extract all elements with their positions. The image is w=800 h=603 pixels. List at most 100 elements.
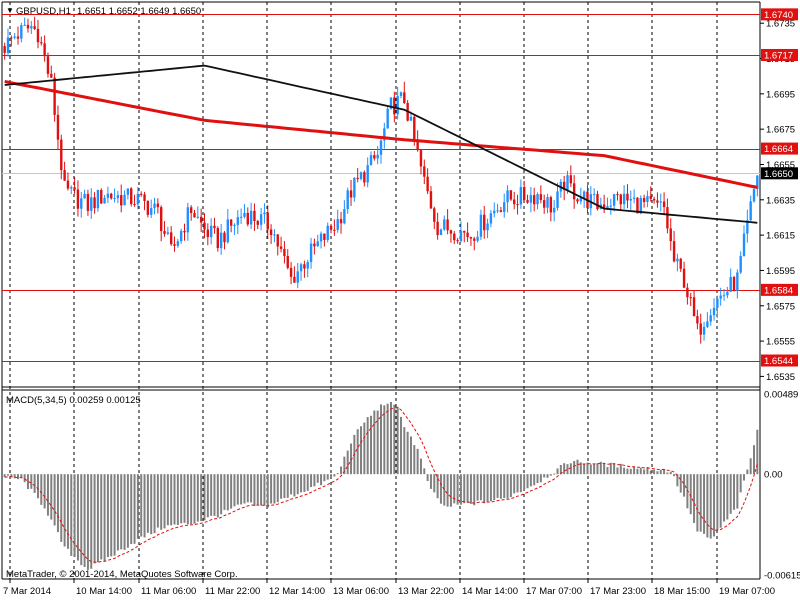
time-tick-label: 13 Mar 06:00	[333, 586, 389, 597]
macd-bar	[146, 474, 149, 533]
candle-body	[513, 199, 516, 205]
macd-bar	[170, 474, 173, 526]
candle-body	[6, 37, 10, 53]
candle-body	[396, 95, 399, 115]
macd-bar	[283, 474, 286, 499]
candle-body	[226, 219, 230, 243]
candle-body	[293, 276, 296, 283]
macd-bar	[13, 474, 16, 479]
candle-body	[692, 297, 696, 317]
candle-body	[269, 229, 273, 236]
candle-body	[639, 198, 642, 214]
price-tick-label: 1.6555	[766, 337, 795, 348]
candle-body	[106, 193, 110, 198]
candle-body	[509, 190, 513, 200]
macd-bar	[573, 461, 576, 475]
macd-bar	[226, 474, 229, 511]
macd-bar	[543, 474, 546, 478]
macd-bar	[493, 474, 496, 501]
price-tick-label: 1.6655	[766, 160, 795, 171]
macd-bar	[556, 468, 559, 475]
candle-body	[23, 24, 26, 26]
macd-bar	[173, 474, 176, 525]
candle-body	[609, 205, 612, 207]
candle-body	[46, 56, 50, 74]
macd-bar	[46, 474, 49, 516]
macd-bar	[326, 474, 329, 480]
candle-body	[556, 191, 559, 208]
candle-body	[50, 73, 53, 78]
candle-body	[709, 315, 712, 322]
candle-body	[383, 128, 386, 141]
candle-body	[752, 189, 756, 202]
symbol-dropdown-icon[interactable]: ▼	[6, 6, 14, 15]
candle-body	[199, 216, 203, 223]
candle-body	[453, 233, 456, 241]
macd-bar	[246, 474, 249, 503]
macd-bar	[719, 474, 722, 528]
macd-bar	[233, 474, 236, 507]
macd-bar	[396, 406, 399, 475]
macd-bar	[93, 474, 96, 564]
macd-bar	[399, 416, 402, 475]
candle-body	[606, 206, 609, 209]
macd-bar	[303, 474, 306, 492]
macd-bar	[150, 474, 153, 535]
macd-bar	[409, 436, 412, 475]
fast-ma-line	[4, 64, 758, 224]
candle-body	[466, 232, 469, 238]
time-tick-label: 14 Mar 14:00	[462, 586, 518, 597]
macd-bar	[340, 466, 343, 475]
macd-bar	[706, 474, 709, 538]
macd-bar	[489, 474, 492, 502]
macd-bar	[553, 473, 556, 475]
candle-body	[479, 214, 483, 237]
candle-body	[696, 316, 699, 324]
macd-bar	[529, 474, 532, 487]
candle-body	[206, 229, 210, 238]
candle-body	[393, 97, 396, 115]
macd-bar	[236, 474, 239, 505]
candle-body	[666, 207, 669, 229]
slow-ma-line	[4, 80, 758, 189]
macd-bar	[459, 474, 462, 505]
price-tags: 1.6740 1.6717 1.6664 1.6584 1.6544 1.6650	[761, 8, 798, 367]
candle-body	[140, 193, 143, 195]
candle-body	[346, 190, 349, 210]
price-tick-label: 1.6735	[766, 19, 795, 30]
candle-body	[726, 291, 729, 296]
candle-body	[223, 232, 226, 243]
candle-body	[196, 216, 200, 218]
price-tag-box	[761, 48, 798, 61]
candle-body	[592, 194, 596, 196]
candle-body	[159, 207, 163, 232]
candle-body	[16, 36, 20, 39]
macd-bar	[539, 474, 542, 483]
candle-body	[40, 42, 43, 44]
candle-body	[13, 36, 16, 38]
candle-body	[612, 194, 616, 206]
candle-body	[672, 241, 676, 262]
macd-bar	[403, 427, 406, 475]
candle-body	[60, 139, 63, 171]
macd-bar	[183, 474, 186, 523]
candle-body	[219, 232, 223, 249]
candle-body	[572, 183, 576, 200]
time-axis-labels: 7 Mar 2014 10 Mar 14:00 11 Mar 06:00 11 Mar…	[3, 579, 775, 597]
macd-bar	[310, 474, 313, 488]
macd-bar	[63, 474, 66, 547]
candle-body	[712, 307, 716, 316]
candle-body	[566, 175, 569, 190]
candle-body	[459, 230, 463, 242]
candle-body	[136, 193, 140, 205]
price-tag-box	[761, 354, 798, 367]
macd-bar	[203, 474, 206, 521]
macd-bar	[486, 474, 489, 502]
macd-bar	[449, 474, 452, 507]
candle-body	[173, 244, 176, 246]
macd-bar	[330, 474, 333, 478]
macd-bar	[599, 461, 602, 475]
